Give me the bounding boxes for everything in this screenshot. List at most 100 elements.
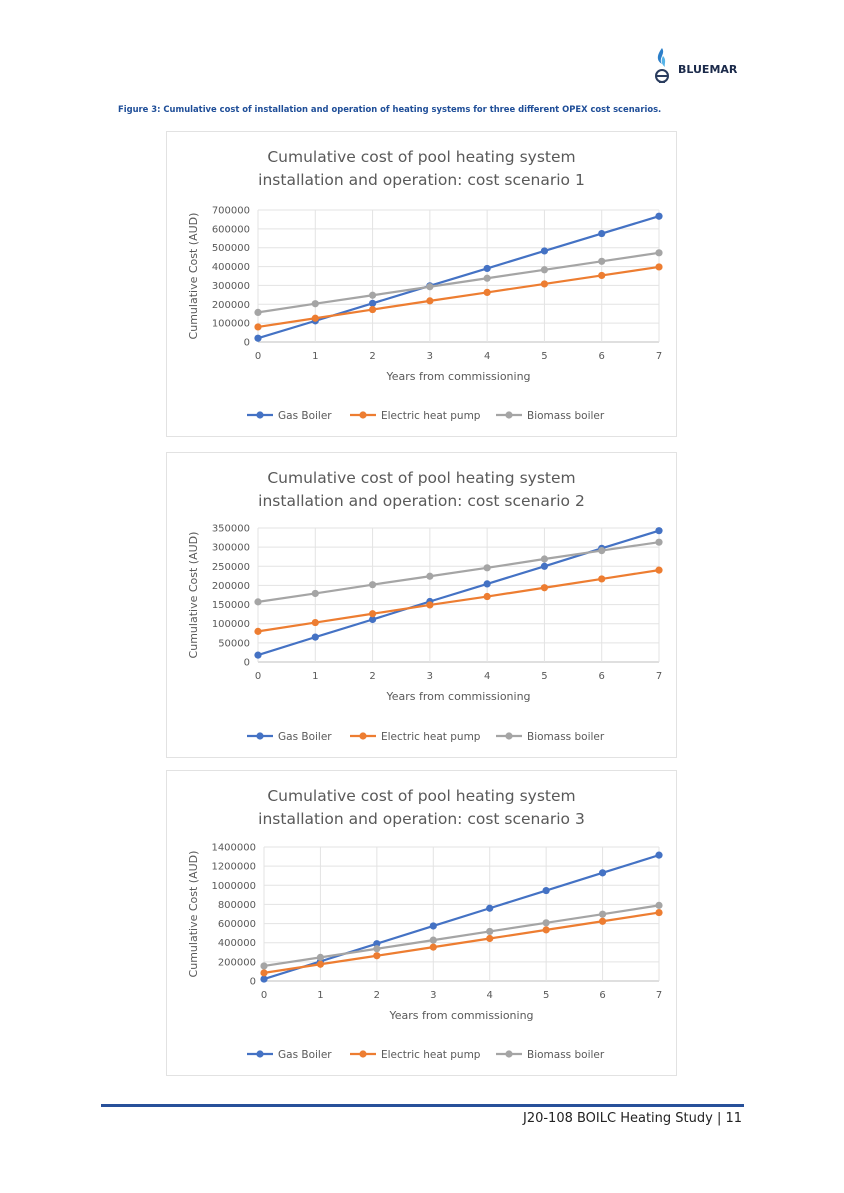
data-point bbox=[598, 917, 607, 925]
x-tick-label: 6 bbox=[599, 351, 605, 362]
y-tick-label: 200000 bbox=[218, 957, 256, 968]
legend-label: Gas Boiler bbox=[278, 1049, 332, 1061]
data-point bbox=[598, 546, 606, 555]
data-point bbox=[655, 249, 663, 257]
data-point bbox=[311, 618, 319, 627]
data-point bbox=[655, 263, 663, 271]
data-point bbox=[260, 975, 268, 983]
y-tick-label: 600000 bbox=[218, 919, 256, 930]
data-point bbox=[260, 962, 268, 970]
data-point bbox=[373, 945, 381, 953]
data-point bbox=[655, 538, 663, 546]
data-point bbox=[486, 934, 494, 943]
legend-label: Biomass boiler bbox=[527, 1049, 605, 1061]
data-point bbox=[429, 936, 437, 944]
x-tick-label: 2 bbox=[369, 351, 375, 362]
x-tick-label: 7 bbox=[656, 351, 662, 362]
data-point bbox=[368, 615, 377, 624]
x-tick-label: 4 bbox=[487, 990, 493, 1001]
x-tick-label: 3 bbox=[430, 990, 436, 1001]
data-point bbox=[429, 922, 437, 930]
data-point bbox=[540, 280, 549, 288]
series-line-2 bbox=[257, 541, 660, 603]
x-tick-label: 5 bbox=[543, 990, 549, 1001]
chart-svg: Cumulative cost of pool heating system in… bbox=[187, 787, 663, 1061]
x-axis-label: Years from commissioning bbox=[385, 690, 530, 703]
data-point bbox=[426, 283, 434, 291]
y-tick-label: 600000 bbox=[212, 224, 250, 235]
data-point bbox=[260, 969, 268, 977]
data-point bbox=[655, 901, 663, 909]
y-tick-label: 200000 bbox=[212, 581, 250, 592]
series-line-1 bbox=[257, 569, 660, 633]
x-tick-label: 4 bbox=[484, 351, 490, 362]
data-point bbox=[316, 953, 325, 961]
data-point bbox=[540, 562, 549, 570]
chart-title-line-1: Cumulative cost of pool heating system bbox=[267, 469, 575, 487]
data-point bbox=[311, 314, 319, 322]
x-tick-label: 0 bbox=[255, 671, 261, 682]
x-tick-label: 1 bbox=[312, 671, 318, 682]
y-axis-label: Cumulative Cost (AUD) bbox=[187, 532, 200, 659]
data-point bbox=[542, 886, 550, 895]
legend-marker bbox=[505, 732, 513, 740]
data-point bbox=[542, 919, 550, 927]
data-point bbox=[254, 598, 262, 606]
y-tick-label: 800000 bbox=[218, 900, 256, 911]
legend-label: Electric heat pump bbox=[381, 1049, 481, 1061]
y-axis-label: Cumulative Cost (AUD) bbox=[187, 213, 200, 340]
x-axis-label: Years from commissioning bbox=[388, 1009, 533, 1022]
data-point bbox=[368, 291, 377, 299]
y-tick-label: 1200000 bbox=[211, 862, 256, 873]
legend-label: Biomass boiler bbox=[527, 410, 605, 422]
data-point bbox=[540, 584, 549, 592]
data-point bbox=[486, 904, 494, 912]
y-tick-label: 150000 bbox=[212, 600, 250, 611]
x-tick-label: 5 bbox=[541, 351, 547, 362]
data-point bbox=[655, 566, 663, 574]
data-point bbox=[368, 581, 377, 589]
series-line-1 bbox=[263, 911, 660, 974]
y-tick-label: 100000 bbox=[212, 319, 250, 330]
footer-page-label: J20-108 BOILC Heating Study | 11 bbox=[522, 1111, 742, 1126]
figure-caption: Figure 3: Cumulative cost of installatio… bbox=[118, 104, 662, 114]
y-tick-label: 100000 bbox=[212, 619, 250, 630]
data-point bbox=[254, 334, 262, 342]
y-tick-label: 300000 bbox=[212, 281, 250, 292]
data-point bbox=[598, 229, 606, 238]
legend-marker bbox=[359, 732, 367, 740]
x-tick-label: 7 bbox=[656, 990, 662, 1001]
chart-title-line-2: installation and operation: cost scenari… bbox=[258, 810, 585, 828]
data-point bbox=[598, 271, 606, 280]
data-point bbox=[483, 564, 491, 572]
series-line-2 bbox=[257, 251, 660, 314]
data-point bbox=[311, 300, 319, 308]
y-tick-label: 0 bbox=[250, 977, 256, 988]
legend-label: Electric heat pump bbox=[381, 410, 481, 422]
data-point bbox=[542, 926, 550, 934]
legend-marker bbox=[359, 411, 367, 419]
data-point bbox=[311, 589, 319, 598]
logo-text: BLUEMAR bbox=[678, 63, 738, 76]
footer-rule bbox=[101, 1104, 744, 1107]
chart-scenario-2: Cumulative cost of pool heating system in… bbox=[166, 452, 677, 758]
y-tick-label: 200000 bbox=[212, 300, 250, 311]
x-tick-label: 0 bbox=[261, 990, 267, 1001]
series-line-0 bbox=[257, 215, 660, 340]
data-point bbox=[598, 869, 607, 877]
x-tick-label: 2 bbox=[369, 671, 375, 682]
y-tick-label: 50000 bbox=[218, 638, 250, 649]
data-point bbox=[540, 266, 549, 274]
y-axis-label: Cumulative Cost (AUD) bbox=[187, 851, 200, 978]
data-point bbox=[540, 247, 549, 255]
data-point bbox=[655, 212, 663, 220]
x-tick-label: 6 bbox=[599, 671, 605, 682]
data-point bbox=[426, 572, 434, 580]
chart-title-line-1: Cumulative cost of pool heating system bbox=[267, 787, 575, 805]
y-tick-label: 350000 bbox=[212, 524, 250, 535]
data-point bbox=[483, 288, 491, 297]
y-tick-label: 700000 bbox=[212, 206, 250, 217]
legend-label: Biomass boiler bbox=[527, 731, 605, 743]
x-tick-label: 1 bbox=[312, 351, 318, 362]
y-tick-label: 0 bbox=[244, 338, 250, 349]
